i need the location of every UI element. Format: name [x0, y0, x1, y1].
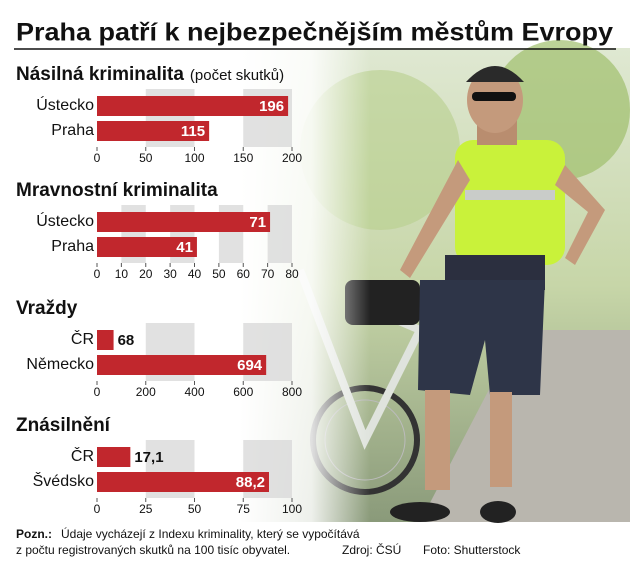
source: Zdroj: ČSÚ — [342, 542, 401, 557]
x-tick-label: 0 — [94, 385, 101, 399]
x-tick-label: 200 — [282, 151, 302, 165]
note-text: z počtu registrovaných skutků na 100 tis… — [16, 543, 290, 557]
x-tick-label: 150 — [233, 151, 253, 165]
chart-title: Násilná kriminalita — [16, 64, 184, 85]
grid-band — [267, 205, 292, 263]
value-label: 88,2 — [236, 474, 265, 491]
chart-subtitle: (počet skutků) — [190, 67, 284, 84]
bar — [97, 96, 289, 116]
x-tick-label: 200 — [136, 385, 156, 399]
bar — [97, 121, 210, 141]
bar — [97, 237, 197, 257]
x-tick-label: 800 — [282, 385, 302, 399]
bar — [97, 447, 131, 467]
category-label: Ústecko — [36, 95, 94, 114]
value-label: 694 — [237, 357, 263, 374]
x-tick-label: 100 — [282, 502, 302, 516]
x-tick-label: 60 — [237, 267, 251, 281]
value-label: 115 — [181, 123, 205, 140]
main-title: Praha patří k nejbezpečnějším městům Evr… — [16, 19, 613, 47]
chart-title: Vraždy — [16, 298, 78, 319]
category-label: Švédsko — [33, 471, 94, 490]
footnote: Pozn.: Údaje vycházejí z Indexu kriminal… — [16, 526, 521, 557]
x-tick-label: 0 — [94, 267, 101, 281]
x-tick-label: 50 — [212, 267, 226, 281]
x-tick-label: 75 — [237, 502, 251, 516]
chart: Znásilnění 0 25 50 75 100 ČR 17,1 Švédsko 88,2 — [16, 415, 302, 516]
charts: Násilná kriminalita (počet skutků)0 50 100 1… — [16, 64, 302, 516]
x-tick-label: 0 — [94, 151, 101, 165]
x-tick-label: 20 — [139, 267, 153, 281]
x-tick-label: 400 — [184, 385, 204, 399]
chart-title: Mravnostní kriminalita — [16, 180, 218, 201]
category-label: Praha — [51, 238, 94, 255]
value-label: 71 — [249, 214, 266, 231]
bar — [97, 330, 114, 350]
note-label: Pozn.: — [16, 527, 52, 541]
category-label: Praha — [51, 122, 94, 139]
x-tick-label: 0 — [94, 502, 101, 516]
photo-credit: Foto: Shutterstock — [423, 543, 521, 557]
bar — [97, 355, 267, 375]
chart: Vraždy 0 200 400 600 800 ČR 68 Německo 694 — [16, 298, 302, 399]
category-label: ČR — [71, 329, 94, 348]
x-tick-label: 30 — [163, 267, 177, 281]
chart-title: Znásilnění — [16, 415, 111, 436]
value-label: 196 — [259, 98, 284, 115]
x-tick-label: 40 — [188, 267, 202, 281]
x-tick-label: 50 — [139, 151, 153, 165]
note-text: Údaje vycházejí z Indexu kriminality, kt… — [61, 526, 360, 541]
chart: Mravnostní kriminalita 0 10 20 30 40 50 60 70 80 Ú… — [16, 180, 299, 281]
photo — [0, 40, 630, 523]
x-tick-label: 600 — [233, 385, 253, 399]
value-label: 17,1 — [134, 449, 163, 466]
chart: Násilná kriminalita (počet skutků) 0 50 100 1… — [16, 64, 302, 165]
category-label: Německo — [26, 356, 94, 373]
value-label: 68 — [118, 332, 135, 349]
category-label: ČR — [71, 446, 94, 465]
bar — [97, 212, 271, 232]
x-tick-label: 100 — [184, 151, 204, 165]
x-tick-label: 50 — [188, 502, 202, 516]
x-tick-label: 70 — [261, 267, 275, 281]
value-label: 41 — [176, 239, 193, 256]
x-tick-label: 10 — [115, 267, 129, 281]
x-tick-label: 80 — [285, 267, 299, 281]
category-label: Ústecko — [36, 211, 94, 230]
x-tick-label: 25 — [139, 502, 153, 516]
bar — [97, 472, 269, 492]
